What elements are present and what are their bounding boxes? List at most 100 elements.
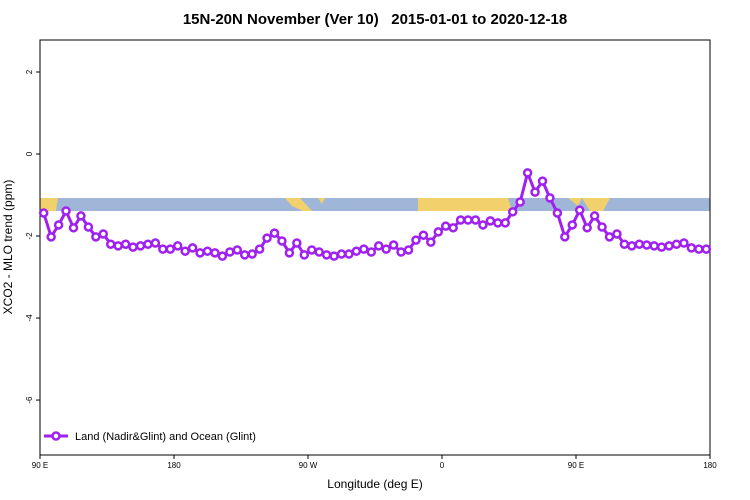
point [627, 241, 637, 251]
land-ocean-band [40, 198, 710, 211]
point [292, 238, 302, 248]
point [574, 205, 585, 215]
point [91, 232, 101, 242]
y-tick-label: 2 [25, 69, 34, 74]
y-tick-label: -4 [25, 314, 34, 322]
point [277, 236, 287, 246]
point [262, 233, 272, 243]
y-axis-label: XCO2 - MLO trend (ppm) [1, 180, 15, 315]
point [299, 250, 310, 260]
point [306, 245, 317, 255]
point [641, 240, 652, 250]
point [478, 220, 488, 230]
point [671, 239, 682, 249]
point [381, 244, 391, 254]
point [180, 246, 190, 256]
point [686, 243, 697, 253]
point [515, 197, 525, 207]
point [567, 220, 578, 230]
point [98, 229, 109, 239]
land-patch [318, 198, 325, 204]
point [403, 245, 414, 255]
point [582, 223, 592, 233]
point [359, 244, 369, 254]
point [314, 247, 324, 257]
point [269, 228, 280, 238]
point [493, 218, 503, 228]
point [373, 241, 384, 251]
x-tick-label: 90 E [568, 461, 584, 470]
point [254, 244, 265, 254]
point [113, 241, 123, 251]
point [76, 211, 86, 221]
point [321, 250, 332, 260]
point [448, 223, 458, 233]
legend-label: Land (Nadir&Glint) and Ocean (Glint) [75, 431, 256, 443]
point [440, 221, 451, 231]
point [225, 247, 235, 257]
point [411, 235, 421, 245]
point [284, 248, 295, 258]
point [172, 241, 183, 251]
point [604, 232, 615, 242]
point [46, 232, 56, 242]
point [619, 239, 630, 249]
point [649, 241, 659, 251]
point [53, 220, 64, 230]
point [589, 211, 600, 221]
point [83, 222, 94, 232]
point [433, 227, 444, 237]
point [560, 232, 570, 242]
y-tick-label: -2 [25, 232, 34, 240]
point [232, 245, 243, 255]
point [537, 176, 548, 186]
land-patch [582, 198, 610, 211]
point [344, 249, 354, 259]
point [366, 247, 377, 257]
point [120, 239, 131, 249]
point [351, 246, 362, 256]
point [61, 206, 71, 216]
point [202, 246, 213, 256]
point [187, 243, 198, 253]
point [105, 239, 116, 249]
y-tick-label: 0 [25, 151, 34, 156]
y-tick-label: -6 [25, 396, 34, 404]
ocean-band [40, 198, 710, 211]
land-patch [568, 198, 582, 206]
point [679, 238, 689, 248]
point [656, 242, 667, 252]
point [68, 223, 79, 233]
x-tick-label: 90 E [32, 461, 48, 470]
point [158, 244, 168, 254]
point [38, 208, 49, 218]
point [426, 237, 436, 247]
land-patch [285, 198, 312, 211]
point [485, 216, 496, 226]
point [455, 215, 466, 225]
point [694, 244, 704, 254]
point [388, 240, 399, 250]
x-tick-label: 0 [440, 461, 445, 470]
point [522, 168, 533, 178]
point [210, 248, 220, 258]
point [552, 208, 563, 218]
point [143, 239, 153, 249]
point [165, 244, 176, 254]
point [470, 215, 481, 225]
point [150, 238, 161, 248]
point [463, 215, 473, 225]
point [597, 222, 607, 232]
point [701, 244, 712, 254]
point [135, 241, 146, 251]
point [247, 249, 257, 259]
x-tick-label: 180 [703, 461, 717, 470]
x-tick-label: 180 [167, 461, 181, 470]
point [545, 193, 555, 203]
land-patch [418, 198, 512, 211]
point [329, 251, 339, 261]
x-axis-label: Longitude (deg E) [327, 477, 422, 491]
point [396, 247, 406, 257]
point [612, 229, 622, 239]
